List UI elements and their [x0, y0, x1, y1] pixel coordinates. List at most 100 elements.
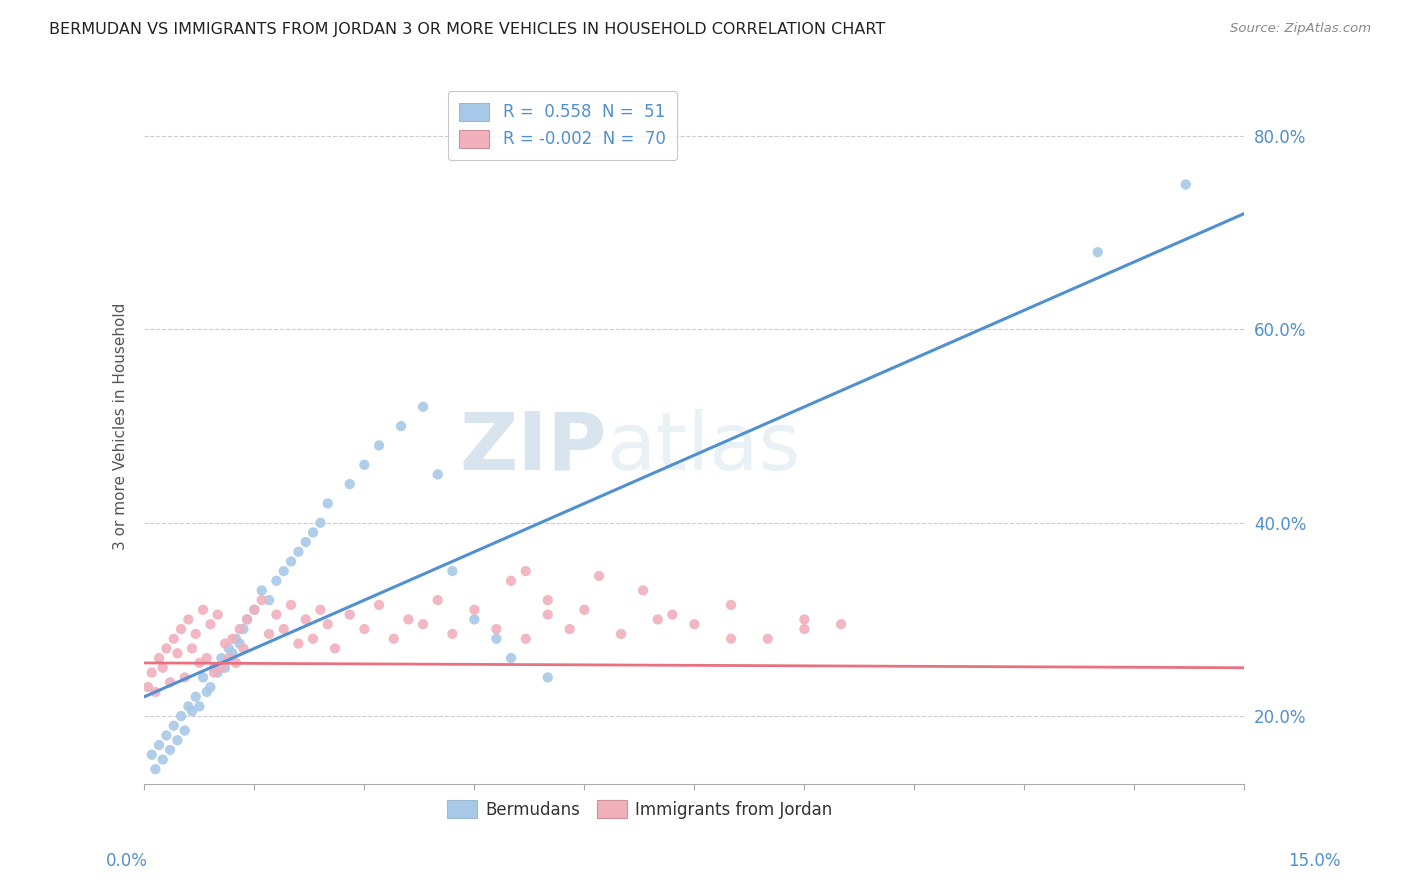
Point: [631, 583, 654, 598]
Point: [177, 612, 200, 626]
Point: [173, 670, 195, 684]
Point: [218, 651, 240, 665]
Point: [166, 733, 188, 747]
Point: [463, 612, 485, 626]
Point: [195, 685, 218, 699]
Point: [412, 400, 434, 414]
Point: [720, 632, 742, 646]
Point: [202, 661, 225, 675]
Point: [309, 516, 332, 530]
Point: [159, 675, 181, 690]
Point: [145, 762, 167, 776]
Point: [316, 496, 339, 510]
Point: [257, 627, 280, 641]
Point: [389, 419, 412, 434]
Point: [485, 632, 508, 646]
Point: [720, 598, 742, 612]
Point: [152, 753, 174, 767]
Point: [515, 632, 537, 646]
Point: [229, 637, 252, 651]
Point: [243, 603, 266, 617]
Point: [441, 627, 464, 641]
Point: [232, 622, 254, 636]
Point: [647, 612, 669, 626]
Point: [181, 641, 204, 656]
Text: 15.0%: 15.0%: [1288, 852, 1341, 870]
Point: [309, 603, 332, 617]
Point: [499, 574, 522, 588]
Point: [499, 651, 522, 665]
Legend: Bermudans, Immigrants from Jordan: Bermudans, Immigrants from Jordan: [440, 794, 839, 825]
Point: [463, 603, 485, 617]
Point: [173, 723, 195, 738]
Point: [661, 607, 683, 622]
Point: [209, 661, 232, 675]
Point: [515, 564, 537, 578]
Point: [266, 574, 288, 588]
Point: [683, 617, 706, 632]
Point: [236, 612, 259, 626]
Point: [793, 622, 815, 636]
Point: [1087, 245, 1109, 260]
Point: [188, 656, 211, 670]
Point: [257, 593, 280, 607]
Point: [202, 665, 225, 680]
Point: [323, 641, 346, 656]
Point: [207, 665, 229, 680]
Point: [302, 525, 325, 540]
Point: [148, 738, 170, 752]
Point: [141, 747, 163, 762]
Point: [191, 603, 214, 617]
Point: [610, 627, 633, 641]
Text: BERMUDAN VS IMMIGRANTS FROM JORDAN 3 OR MORE VEHICLES IN HOUSEHOLD CORRELATION C: BERMUDAN VS IMMIGRANTS FROM JORDAN 3 OR …: [49, 22, 886, 37]
Point: [209, 651, 232, 665]
Point: [339, 477, 361, 491]
Point: [250, 593, 273, 607]
Point: [793, 612, 815, 626]
Point: [145, 685, 167, 699]
Point: [221, 646, 243, 660]
Point: [214, 661, 236, 675]
Point: [195, 651, 218, 665]
Point: [830, 617, 852, 632]
Point: [537, 670, 560, 684]
Point: [287, 637, 309, 651]
Point: [225, 632, 247, 646]
Y-axis label: 3 or more Vehicles in Household: 3 or more Vehicles in Household: [114, 302, 128, 549]
Point: [266, 607, 288, 622]
Point: [236, 612, 259, 626]
Point: [441, 564, 464, 578]
Text: atlas: atlas: [606, 409, 801, 486]
Point: [188, 699, 211, 714]
Point: [152, 661, 174, 675]
Point: [273, 622, 295, 636]
Point: [184, 690, 207, 704]
Point: [316, 617, 339, 632]
Point: [485, 622, 508, 636]
Point: [225, 656, 247, 670]
Point: [170, 622, 193, 636]
Point: [166, 646, 188, 660]
Point: [368, 598, 391, 612]
Point: [159, 743, 181, 757]
Point: [273, 564, 295, 578]
Point: [426, 593, 449, 607]
Point: [141, 665, 163, 680]
Text: 0.0%: 0.0%: [105, 852, 148, 870]
Point: [184, 627, 207, 641]
Point: [163, 719, 186, 733]
Point: [412, 617, 434, 632]
Text: Source: ZipAtlas.com: Source: ZipAtlas.com: [1230, 22, 1371, 36]
Point: [558, 622, 581, 636]
Point: [294, 612, 316, 626]
Point: [302, 632, 325, 646]
Point: [353, 458, 375, 472]
Point: [232, 641, 254, 656]
Point: [382, 632, 405, 646]
Point: [499, 815, 522, 830]
Point: [250, 583, 273, 598]
Point: [243, 603, 266, 617]
Point: [280, 598, 302, 612]
Point: [294, 535, 316, 549]
Point: [280, 554, 302, 568]
